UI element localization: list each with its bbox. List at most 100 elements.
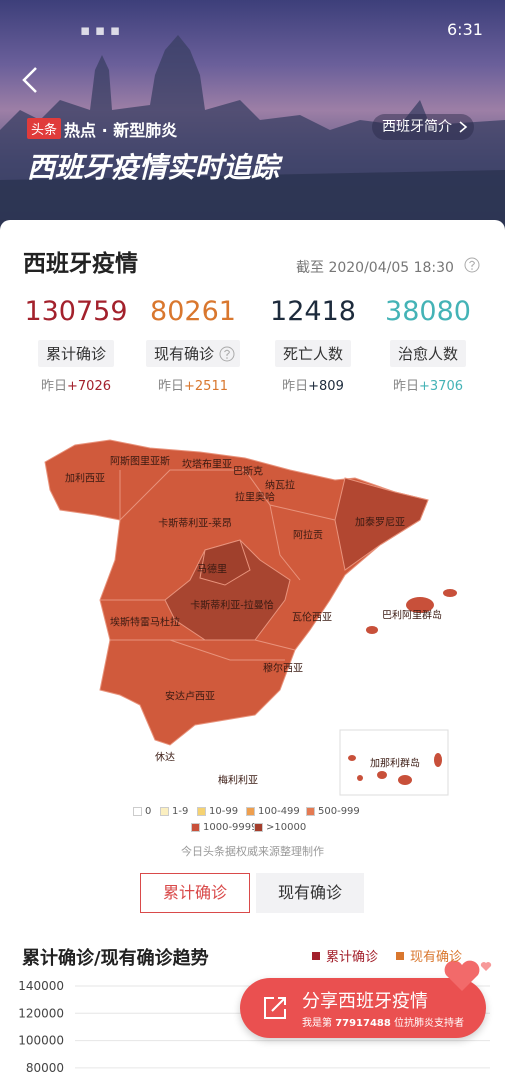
topic-label: 热点 · 新型肺炎	[64, 121, 178, 140]
delta-value: +7026	[67, 379, 111, 394]
region-label: 加泰罗尼亚	[355, 517, 405, 529]
update-time: 截至 2020/04/05 18:30	[296, 260, 454, 276]
region-label: 加那利群岛	[370, 758, 420, 770]
stat-delta: 昨日+2511	[133, 375, 253, 394]
region-label: 巴斯克	[233, 466, 263, 478]
heart-decoration	[444, 960, 492, 991]
region-borders	[100, 469, 336, 661]
share-subtitle: 我是第 77917488 位抗肺炎支持者	[302, 1014, 464, 1029]
info-icon[interactable]	[464, 257, 480, 273]
intro-link-text[interactable]: 西班牙简介	[382, 119, 452, 135]
delta-prefix: 昨日	[158, 379, 185, 394]
stat-label: 治愈人数	[389, 340, 467, 367]
legend-item: 1-9	[160, 806, 188, 817]
status-time: 6:31	[447, 20, 483, 39]
legend-item: 100-499	[246, 806, 300, 817]
legend-swatch	[160, 807, 169, 816]
legend-item: 10-99	[197, 806, 238, 817]
region-label: 梅利利亚	[218, 775, 258, 787]
stat-value: 38080	[385, 296, 471, 327]
stat-value: 12418	[270, 296, 356, 327]
legend-swatch	[246, 807, 255, 816]
region-label: 阿斯图里亚斯	[110, 456, 170, 468]
tab-active[interactable]: 累计确诊	[140, 873, 250, 913]
region-label: 纳瓦拉	[265, 480, 295, 492]
island	[434, 753, 442, 767]
legend-item: 0	[133, 806, 151, 817]
legend-item: 累计确诊	[312, 946, 378, 965]
share-text: 位抗肺炎支持者	[394, 1018, 465, 1029]
y-tick-label: 120000	[18, 1006, 64, 1020]
stat-delta: 昨日+809	[253, 375, 373, 394]
topic-tag: 头条	[27, 118, 62, 139]
tab[interactable]: 现有确诊	[256, 873, 364, 913]
legend-item: 1000-9999	[191, 822, 258, 833]
legend-swatch	[133, 807, 142, 816]
island	[377, 771, 387, 779]
legend-swatch	[396, 951, 404, 960]
region-label: 卡斯蒂利亚-莱昂	[158, 518, 232, 530]
legend-swatch	[254, 823, 263, 832]
stat-value: 130759	[24, 296, 128, 327]
delta-value: +3706	[419, 379, 463, 394]
spain-map	[44, 439, 457, 796]
region-label: 加利西亚	[65, 473, 105, 485]
region-label: 休达	[155, 752, 175, 764]
island	[398, 775, 412, 785]
region-label: 瓦伦西亚	[292, 612, 332, 624]
island	[357, 775, 363, 781]
region-label: 埃斯特雷马杜拉	[110, 617, 180, 629]
legend-item: 现有确诊	[396, 946, 462, 965]
y-tick-label: 140000	[18, 979, 64, 993]
info-icon[interactable]	[219, 346, 235, 362]
canary-inset	[339, 729, 449, 796]
region-catalonia	[334, 477, 429, 571]
delta-prefix: 昨日	[41, 379, 68, 394]
region-label: 马德里	[197, 564, 227, 576]
intro-link[interactable]: 西班牙简介	[372, 114, 474, 140]
delta-value: +2511	[184, 379, 228, 394]
trend-title: 累计确诊/现有确诊趋势	[22, 948, 209, 969]
status-icons: ▪ ▪ ▪	[80, 21, 121, 39]
stat-label: 现有确诊	[145, 340, 241, 367]
legend-label: 1-9	[172, 806, 189, 817]
y-tick-label: 100000	[18, 1034, 64, 1048]
stat-label: 累计确诊	[37, 340, 115, 367]
delta-prefix: 昨日	[393, 379, 420, 394]
legend-label: 10-99	[209, 806, 239, 817]
region-label: 巴利阿里群岛	[382, 610, 442, 622]
legend-swatch	[312, 951, 320, 960]
region-label: 坎塔布里亚	[182, 459, 232, 471]
y-tick-label: 80000	[26, 1061, 64, 1075]
legend-label: 累计确诊	[326, 950, 379, 965]
island	[406, 597, 434, 613]
island	[443, 589, 457, 597]
header-banner: ▪ ▪ ▪ 6:31 头条 热点 · 新型肺炎 西班牙简介 西班牙疫情实时追踪	[0, 0, 505, 230]
cathedral-silhouette	[0, 35, 505, 230]
map-source: 今日头条据权威来源整理制作	[181, 845, 324, 858]
stat-delta: 昨日+7026	[16, 375, 136, 394]
stat-delta: 昨日+3706	[368, 375, 488, 394]
back-button[interactable]	[20, 66, 42, 94]
legend-swatch	[197, 807, 206, 816]
summary-title: 西班牙疫情	[23, 251, 138, 277]
delta-prefix: 昨日	[282, 379, 309, 394]
region-madrid	[199, 539, 251, 586]
region-label: 卡斯蒂利亚-拉曼恰	[190, 600, 274, 612]
legend-label: 0	[145, 806, 152, 817]
region-label: 穆尔西亚	[263, 663, 303, 675]
legend-label: 1000-9999	[203, 822, 258, 833]
legend-label: 现有确诊	[410, 950, 463, 965]
legend-swatch	[306, 807, 315, 816]
island	[348, 755, 356, 761]
region-label: 安达卢西亚	[165, 691, 215, 703]
share-icon	[264, 997, 286, 1019]
region-label: 拉里奥哈	[235, 492, 275, 504]
stat-label: 死亡人数	[274, 340, 352, 367]
share-title[interactable]: 分享西班牙疫情	[302, 991, 428, 1012]
legend-item: >10000	[254, 822, 306, 833]
region-label: 阿拉贡	[293, 530, 323, 542]
share-button[interactable]: 分享西班牙疫情 我是第 77917488 位抗肺炎支持者	[240, 978, 486, 1038]
